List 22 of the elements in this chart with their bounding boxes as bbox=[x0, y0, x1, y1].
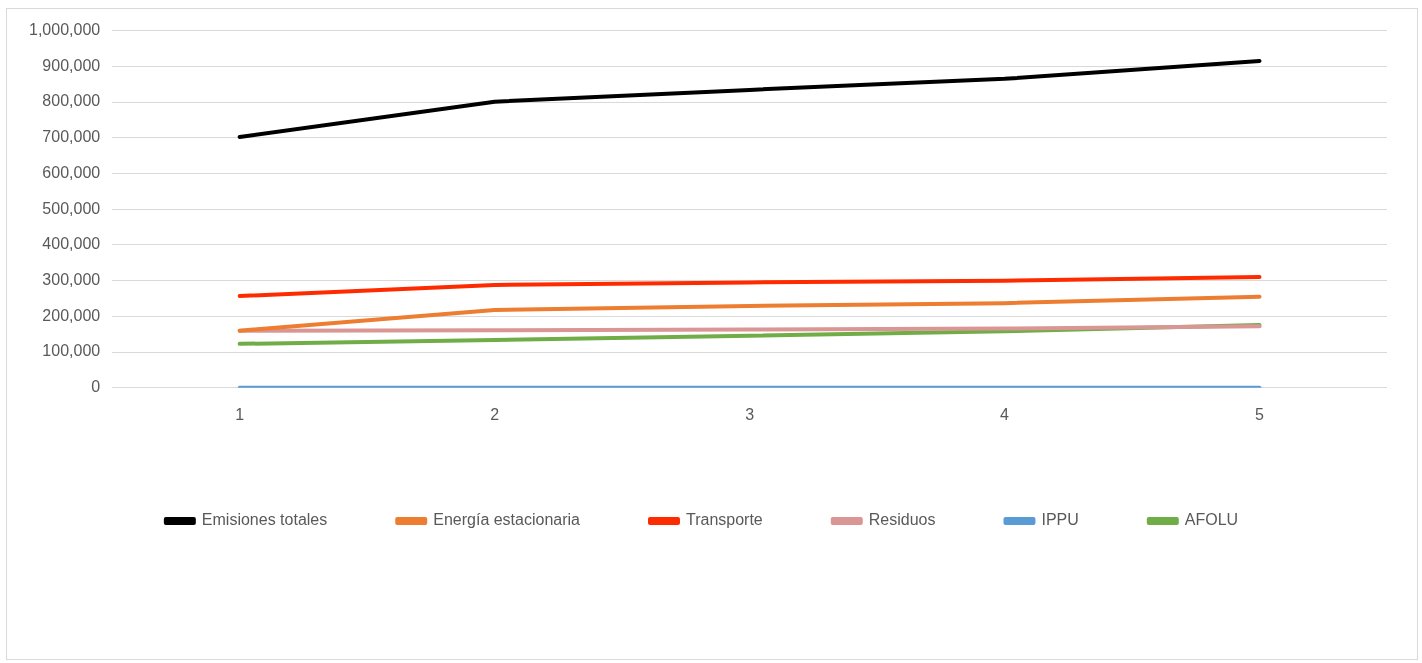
y-tick-label: 400,000 bbox=[42, 235, 101, 253]
x-tick-label: 3 bbox=[745, 405, 755, 423]
y-tick-label: 500,000 bbox=[42, 199, 101, 217]
y-tick-label: 300,000 bbox=[42, 271, 101, 289]
y-tick-label: 1,000,000 bbox=[28, 21, 101, 39]
y-tick-label: 700,000 bbox=[42, 128, 101, 146]
y-tick-label: 600,000 bbox=[42, 163, 101, 181]
y-tick-label: 200,000 bbox=[42, 306, 101, 324]
legend-label: Transporte bbox=[685, 511, 763, 529]
legend-label: AFOLU bbox=[1184, 511, 1239, 529]
y-tick-label: 100,000 bbox=[42, 342, 101, 360]
y-tick-label: 800,000 bbox=[42, 92, 101, 110]
x-tick-label: 5 bbox=[1255, 405, 1265, 423]
y-tick-label: 900,000 bbox=[42, 56, 101, 74]
legend-label: IPPU bbox=[1041, 511, 1079, 529]
legend-label: Emisiones totales bbox=[201, 511, 328, 529]
y-tick-label: 0 bbox=[91, 378, 101, 396]
x-tick-label: 4 bbox=[1000, 405, 1010, 423]
x-tick-label: 2 bbox=[490, 405, 500, 423]
legend-label: Residuos bbox=[868, 511, 936, 529]
x-tick-label: 1 bbox=[235, 405, 245, 423]
legend-label: Energía estacionaria bbox=[433, 511, 581, 529]
